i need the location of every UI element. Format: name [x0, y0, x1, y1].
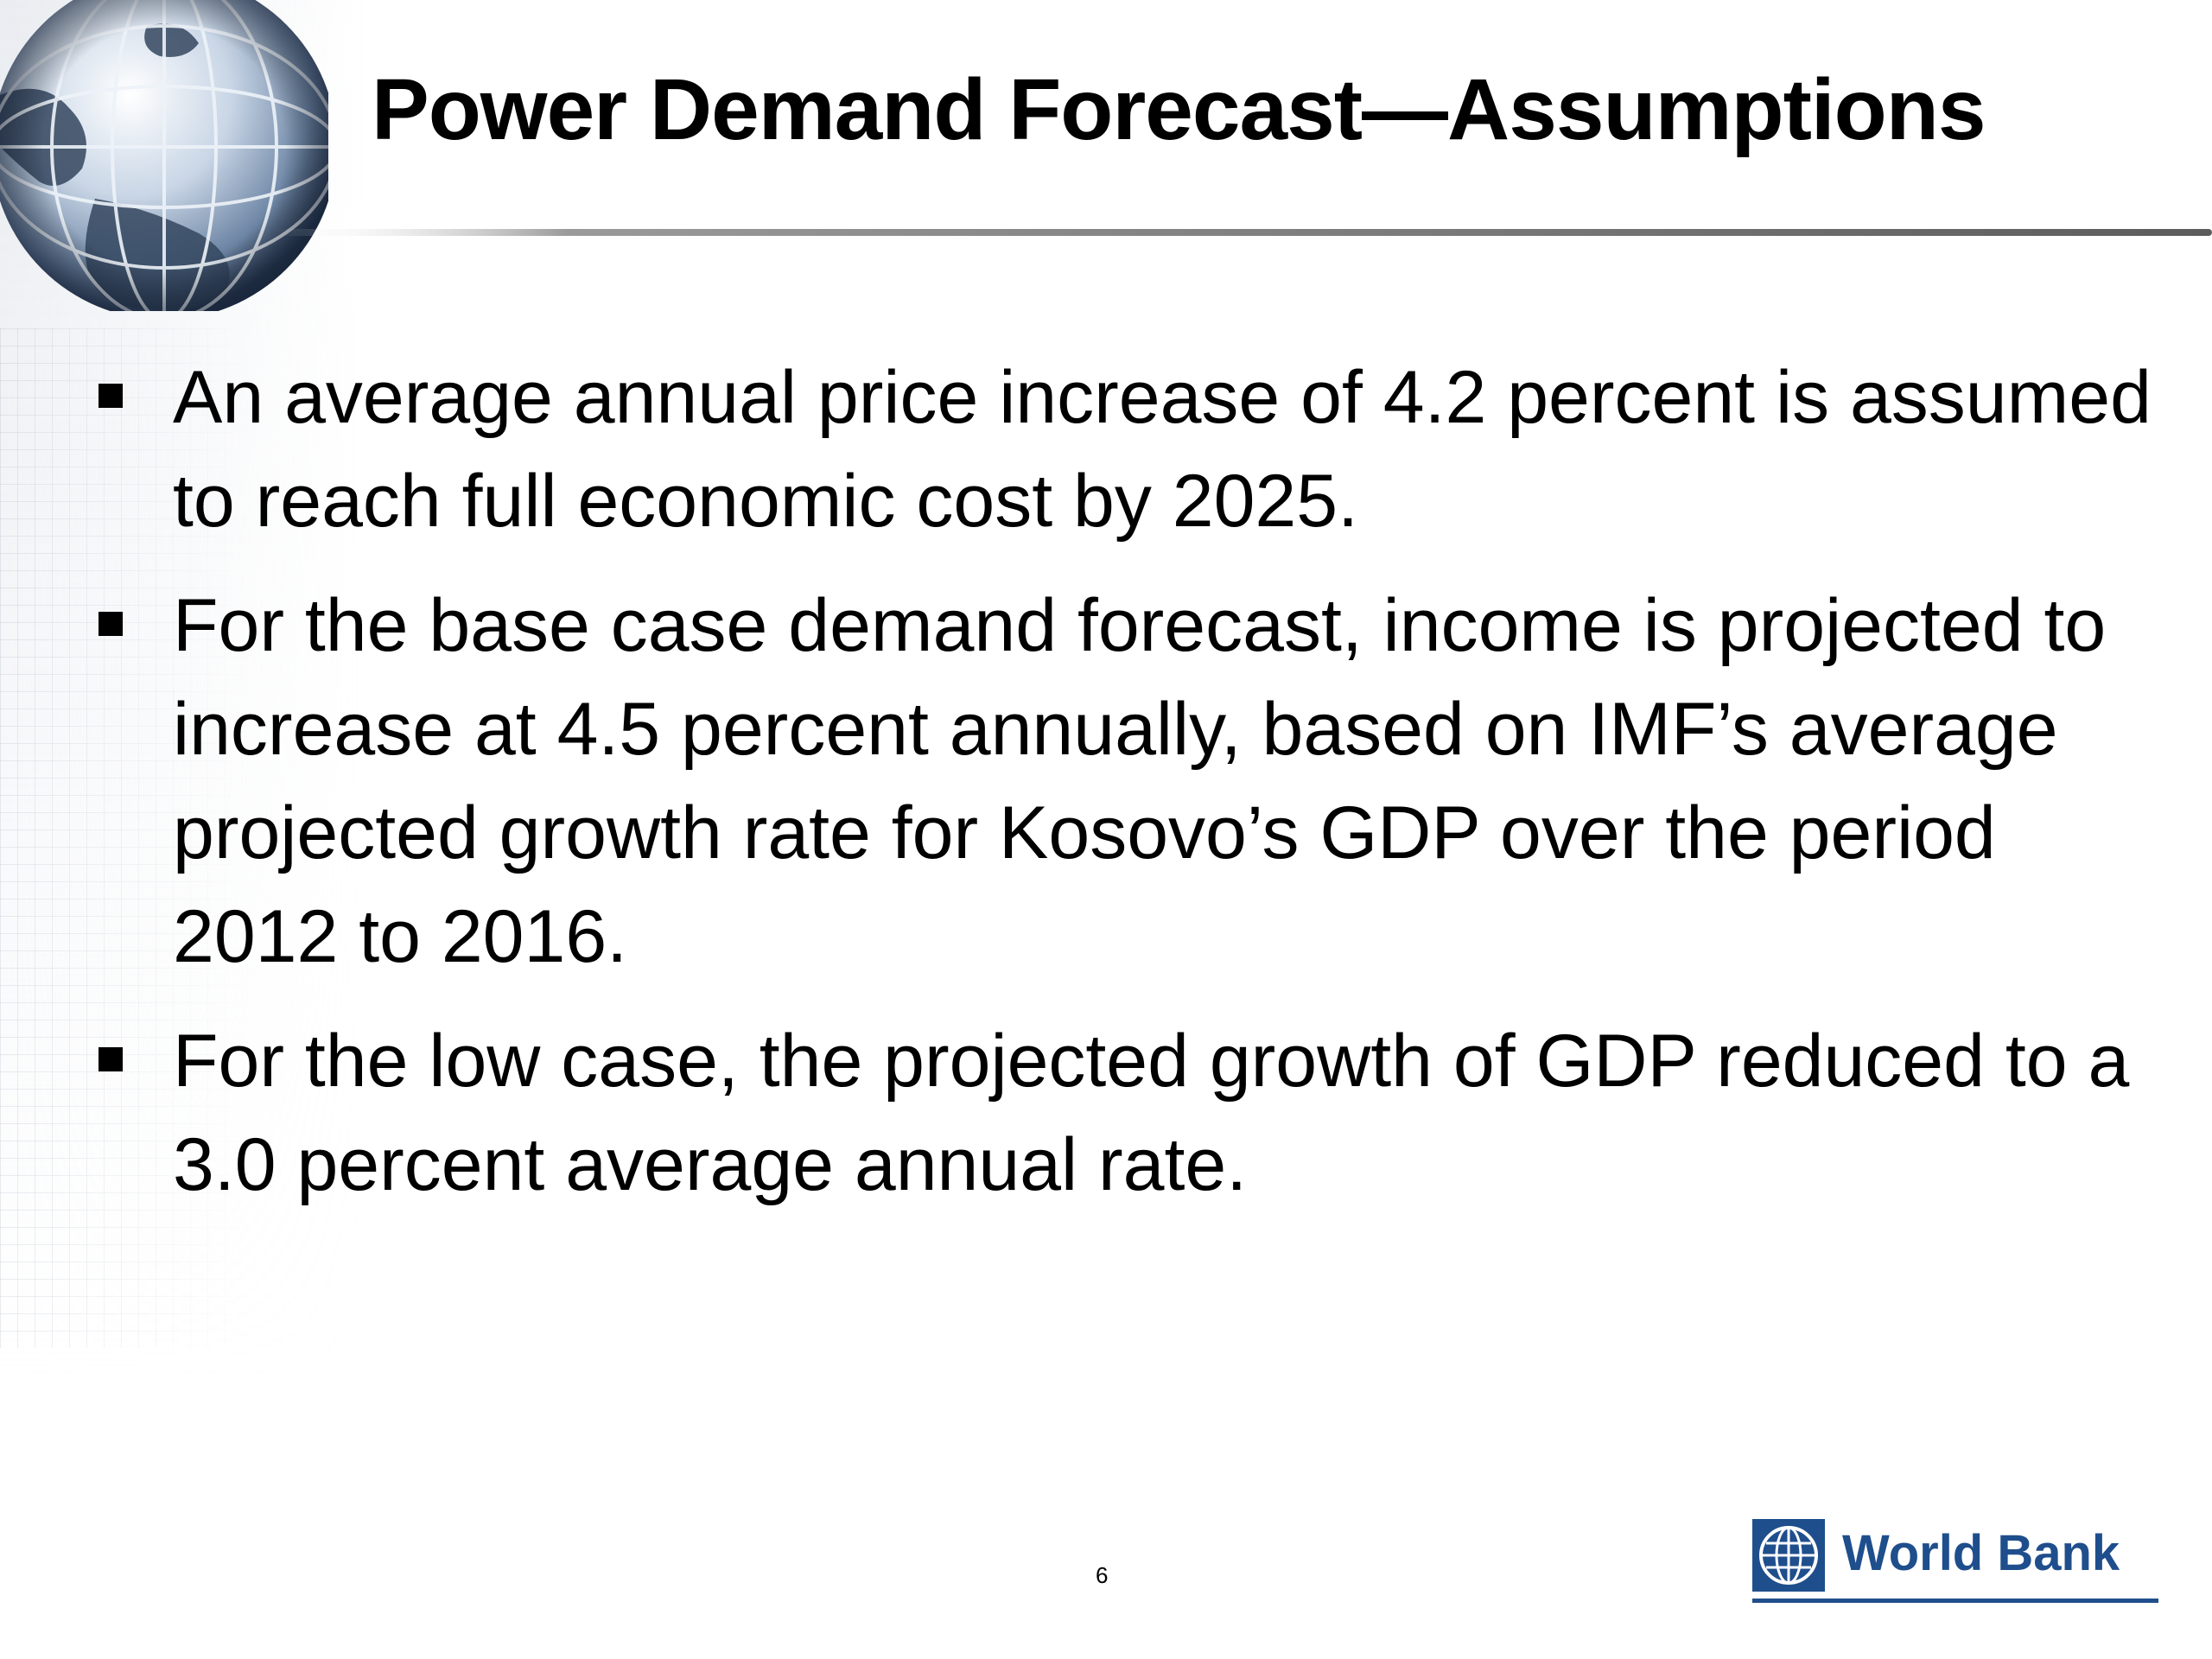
bullet-text: An average annual price increase of 4.2 … [173, 356, 2152, 543]
square-bullet-icon [99, 1047, 123, 1071]
logo-text: World Bank [1842, 1525, 2120, 1581]
background-grid [0, 328, 259, 1348]
bullet-item: For the base case demand forecast, incom… [86, 574, 2160, 988]
world-bank-logo: World Bank [1752, 1519, 2158, 1605]
logo-underline [1752, 1599, 2158, 1603]
bullet-text: For the low case, the projected growth o… [173, 1020, 2130, 1206]
slide-number: 6 [1096, 1562, 1109, 1588]
square-bullet-icon [99, 384, 123, 408]
bullet-list: An average annual price increase of 4.2 … [86, 346, 2160, 1237]
bullet-text: For the base case demand forecast, incom… [173, 584, 2107, 978]
slide-title: Power Demand Forecast—Assumptions [372, 61, 1986, 158]
world-bank-emblem-icon [1752, 1519, 1825, 1592]
globe-icon [0, 0, 328, 311]
square-bullet-icon [99, 612, 123, 636]
bullet-item: An average annual price increase of 4.2 … [86, 346, 2160, 553]
title-divider [276, 229, 2212, 236]
bullet-item: For the low case, the projected growth o… [86, 1009, 2160, 1217]
